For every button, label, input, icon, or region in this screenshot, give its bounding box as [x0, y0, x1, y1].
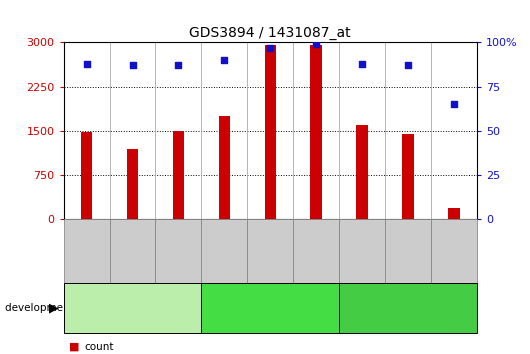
- Bar: [402, 134, 414, 219]
- Text: GSM610478: GSM610478: [449, 224, 458, 279]
- Text: GSM610475: GSM610475: [312, 224, 321, 279]
- Bar: [264, 45, 276, 219]
- Point: [82, 61, 91, 67]
- Point: [220, 57, 228, 63]
- Bar: [127, 149, 138, 219]
- Text: GSM610472: GSM610472: [174, 224, 183, 279]
- Point: [266, 45, 275, 51]
- Text: GSM610471: GSM610471: [128, 224, 137, 279]
- Text: early (passage 13,
14, and 15): early (passage 13, 14, and 15): [93, 298, 172, 318]
- Text: count: count: [85, 342, 114, 352]
- Bar: [81, 132, 92, 219]
- Title: GDS3894 / 1431087_at: GDS3894 / 1431087_at: [190, 26, 351, 40]
- Point: [174, 63, 183, 68]
- Point: [404, 63, 412, 68]
- Bar: [356, 125, 368, 219]
- Text: GSM610474: GSM610474: [266, 224, 275, 279]
- Text: GSM610476: GSM610476: [358, 224, 367, 279]
- Text: late (passage 136, 142, and
143): late (passage 136, 142, and 143): [349, 298, 467, 318]
- Bar: [218, 116, 230, 219]
- Point: [128, 63, 137, 68]
- Bar: [173, 131, 184, 219]
- Text: GSM610470: GSM610470: [82, 224, 91, 279]
- Point: [312, 41, 321, 47]
- Text: ■: ■: [69, 342, 80, 352]
- Bar: [448, 208, 460, 219]
- Point: [450, 102, 458, 107]
- Text: GSM610473: GSM610473: [220, 224, 229, 279]
- Text: development stage: development stage: [5, 303, 107, 313]
- Point: [358, 61, 366, 67]
- Bar: [311, 45, 322, 219]
- Text: ▶: ▶: [49, 302, 58, 314]
- Text: GSM610477: GSM610477: [404, 224, 412, 279]
- Text: intermediate (passages 63,
71, and 73): intermediate (passages 63, 71, and 73): [213, 298, 328, 318]
